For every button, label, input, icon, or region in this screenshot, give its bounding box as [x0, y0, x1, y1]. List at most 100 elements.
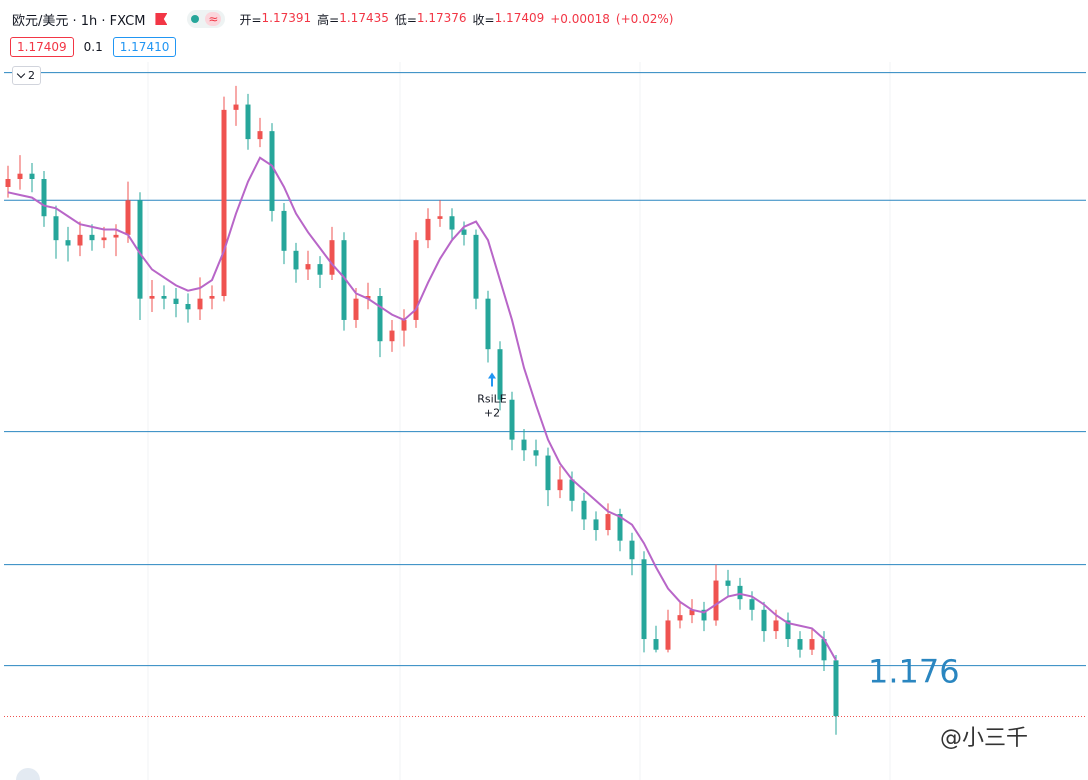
candle-body [245, 104, 251, 140]
candle-body [269, 131, 275, 211]
change: +0.00018 [550, 12, 610, 26]
collapse-button[interactable]: 2 [12, 66, 41, 85]
candle-body [305, 264, 311, 270]
candle-body [617, 514, 623, 541]
candle-body [701, 609, 707, 621]
candle-body [809, 639, 815, 650]
candle-body [257, 131, 263, 140]
candle-body [281, 210, 287, 251]
ohlc-label: 高= [317, 12, 340, 27]
candle-body [773, 620, 779, 632]
candle-body [77, 234, 83, 246]
candle-body [389, 330, 395, 342]
candle-body [233, 104, 239, 110]
candle-body [329, 240, 335, 275]
status-dot [191, 15, 200, 23]
candle-body [485, 298, 491, 350]
candle-body [761, 609, 767, 632]
candle-body [653, 639, 659, 650]
indicator-toggle[interactable]: ≈ [187, 10, 226, 28]
candle-body [497, 349, 503, 400]
candle-body [221, 109, 227, 297]
candle-body [785, 620, 791, 640]
toggle-icon: ≈ [205, 12, 222, 26]
candle-body [125, 200, 131, 235]
ohlc-label: 收= [472, 12, 495, 27]
ohlc-value: 1.17409 [494, 10, 545, 25]
ohlc-value: 1.17391 [261, 10, 312, 25]
candle-body [509, 399, 515, 440]
candle-body [401, 319, 407, 331]
logo [16, 768, 40, 780]
candle-body [5, 179, 11, 187]
candle-body [521, 439, 527, 451]
ohlc-value: 1.17435 [339, 10, 389, 25]
candle-body [629, 540, 635, 560]
candle-body [821, 639, 827, 661]
candle-body [353, 298, 359, 320]
candle-body [185, 303, 191, 310]
spread: 0.1 [83, 40, 103, 54]
candle-body [137, 200, 143, 299]
ohlc-label: 开= [239, 12, 262, 27]
ohlc-value: 1.17376 [416, 10, 467, 25]
candle-body [797, 639, 803, 650]
signal-qty: +2 [484, 406, 500, 419]
candle-body [533, 450, 539, 456]
candle-body [101, 237, 107, 241]
candle-body [161, 296, 167, 299]
candle-body [149, 296, 155, 299]
candle-body [581, 500, 587, 520]
candle-body [833, 660, 839, 717]
trade-row: 1.17409 0.1 1.17410 [10, 36, 177, 58]
flag-icon[interactable] [155, 13, 168, 25]
candle-body [293, 250, 299, 270]
candle-body [29, 173, 35, 180]
candle-body [641, 559, 647, 640]
buy-button[interactable]: 1.17410 [112, 37, 177, 57]
candle-body [725, 580, 731, 586]
candle-body [449, 216, 455, 230]
candle-body [17, 173, 23, 180]
candle-body [53, 216, 59, 241]
change-pct: (+0.02%) [615, 12, 674, 26]
candle-body [197, 298, 203, 310]
candle-body [677, 615, 683, 621]
candle-body [425, 218, 431, 241]
candle-body [209, 296, 215, 299]
symbol[interactable]: 欧元/美元 · 1h · FXCM [12, 13, 146, 29]
candle-body [713, 580, 719, 621]
candle-body [665, 620, 671, 650]
candle-body [365, 296, 371, 299]
signal-arrow [488, 372, 496, 387]
candle-body [593, 519, 599, 531]
candle-body [377, 296, 383, 342]
candle-body [545, 455, 551, 491]
candle-body [557, 479, 563, 491]
candle-body [689, 609, 695, 616]
candle-body [749, 599, 755, 610]
candle-body [605, 514, 611, 531]
sell-button[interactable]: 1.17409 [10, 37, 74, 57]
candle-body [413, 240, 419, 320]
legend-row: 欧元/美元 · 1h · FXCM ≈ 开= 1.17391 高= 1.17435 低=… [12, 10, 679, 29]
signal-label: RsiLE [477, 392, 507, 405]
candle-body [341, 240, 347, 320]
watermark: @小三千 [940, 726, 1028, 751]
candle-body [173, 298, 179, 304]
candle-body [113, 234, 119, 238]
candle-body [89, 234, 95, 241]
candle-body [317, 264, 323, 275]
chevron [16, 69, 26, 79]
candle-body [437, 216, 443, 219]
level-label: 1.176 [868, 653, 960, 691]
indicator-count: 2 [28, 69, 35, 82]
candle-body [569, 479, 575, 501]
ohlc-label: 低= [394, 12, 417, 27]
candle-body [41, 179, 47, 217]
ohlc: 开= 1.17391 高= 1.17435 低= 1.17376 收= 1.17409 [239, 11, 550, 28]
candle-body [461, 229, 467, 235]
candle-body [65, 240, 71, 246]
